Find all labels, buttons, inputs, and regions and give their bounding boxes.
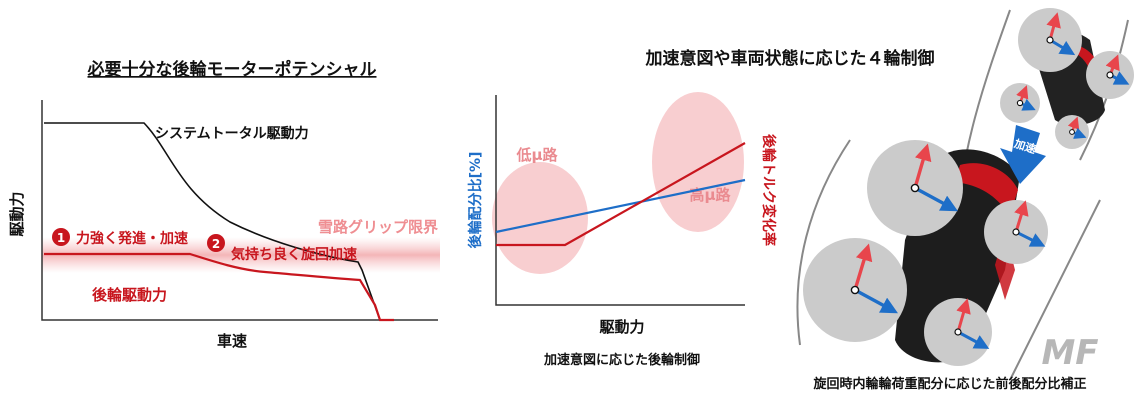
acceleration-label: 加速 xyxy=(1012,136,1038,156)
wheel-force-bottom-rear-right xyxy=(924,298,992,366)
rear-ratio-axis-label: 後輪配分比[%] xyxy=(467,152,484,249)
wheel-force-top-rear-right xyxy=(1055,115,1089,149)
blue-arrow-icon xyxy=(957,330,990,349)
acceleration-arrow: 加速 xyxy=(1000,125,1046,184)
point-1-number: 1 xyxy=(57,231,65,245)
high-mu-label: 高μ路 xyxy=(689,186,731,204)
rear-drive-curve xyxy=(44,252,394,322)
wheel-force-top-front-left xyxy=(1018,8,1082,72)
point-2-label: 気持ち良く旋回加速 xyxy=(231,246,357,263)
wheel-center-dot xyxy=(1106,71,1114,79)
system-total-curve xyxy=(44,122,394,321)
wheel-force-bottom-front-right xyxy=(984,200,1048,264)
point-1: 1 力強く発進・加速 xyxy=(52,228,188,247)
middle-caption: 加速意図に応じた後輪制御 xyxy=(543,352,700,368)
point-2-badge xyxy=(207,234,225,252)
left-panel: 必要十分な後輪モーターポテンシャル 雪路グリップ限界 駆動力 車速 システムトー… xyxy=(8,59,440,350)
wheel-force-top-rear-left xyxy=(1000,83,1040,123)
middle-x-axis-label: 駆動力 xyxy=(599,318,644,336)
wheel-center-dot xyxy=(1012,228,1020,236)
red-arrow-icon xyxy=(913,143,932,189)
red-arrow-icon xyxy=(1046,12,1061,41)
wheel-center-dot xyxy=(850,285,860,295)
point-1-label: 力強く発進・加速 xyxy=(76,230,188,247)
left-panel-title: 必要十分な後輪モーターポテンシャル xyxy=(87,59,377,80)
middle-chart-axes xyxy=(495,95,745,306)
wheel-force-bottom-front-left xyxy=(867,140,963,236)
wheel-center-dot xyxy=(1069,129,1075,135)
middle-panel: 加速意図や車両状態に応じた４輪制御 低μ路 高μ路 後輪配分比[%] 後輪トルク… xyxy=(467,48,935,368)
point-2: 2 気持ち良く旋回加速 xyxy=(207,234,357,263)
high-mu-region xyxy=(652,92,744,232)
wheel-force-bottom-rear-left xyxy=(803,238,907,342)
watermark-logo: MF xyxy=(1041,333,1098,373)
red-arrow-icon xyxy=(956,298,971,333)
left-y-axis-label: 駆動力 xyxy=(8,191,26,236)
left-x-axis-label: 車速 xyxy=(217,332,247,350)
wheel-center-dot xyxy=(954,328,962,336)
system-total-label: システムトータル駆動力 xyxy=(155,125,309,142)
lane-line-bottom-right xyxy=(1009,199,1101,381)
wheel-center-dot xyxy=(910,183,920,193)
acceleration-arrow-icon xyxy=(1000,125,1046,184)
wheel-center-dot xyxy=(1046,36,1054,44)
snow-grip-label: 雪路グリップ限界 xyxy=(318,218,438,236)
middle-panel-title: 加速意図や車両状態に応じた４輪制御 xyxy=(645,48,935,69)
low-mu-label: 低μ路 xyxy=(515,146,558,164)
rear-torque-rate-line xyxy=(496,142,746,247)
red-arrow-icon xyxy=(853,243,873,291)
blue-arrow-icon xyxy=(1049,38,1076,56)
blue-arrow-icon xyxy=(854,288,898,314)
lane-line-bottom-left xyxy=(796,139,851,346)
low-mu-region xyxy=(492,162,588,274)
right-caption: 旋回時内輪輪荷重配分に応じた前後配分比補正 xyxy=(812,376,1086,392)
blue-arrow-icon xyxy=(1015,230,1046,247)
point-1-badge xyxy=(52,228,70,246)
wheel-center-dot xyxy=(1016,99,1024,107)
wheel-force-top-front-right xyxy=(1086,51,1134,99)
rear-drive-label: 後輪駆動力 xyxy=(91,286,167,304)
blue-arrow-icon xyxy=(914,186,958,212)
car-bottom-accent xyxy=(955,163,1018,215)
point-2-number: 2 xyxy=(212,237,220,251)
left-chart-axes xyxy=(41,100,438,321)
red-arrow-icon xyxy=(1014,200,1029,233)
rear-torque-rate-axis-label: 後輪トルク変化率 xyxy=(760,134,777,246)
rear-ratio-line xyxy=(495,178,746,234)
right-panel: 加速 MF 旋回時内輪輪荷重配分に応じた前後 xyxy=(796,8,1134,392)
